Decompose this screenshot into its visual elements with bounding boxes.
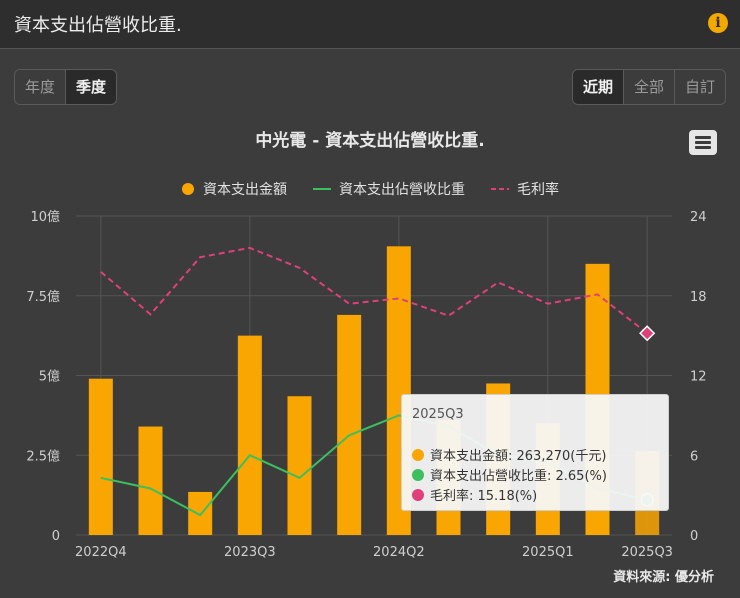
chart-title: 中光電 - 資本支出佔營收比重. bbox=[255, 131, 485, 151]
legend-line-icon bbox=[313, 188, 331, 190]
x-tick-label: 2022Q4 bbox=[75, 545, 127, 560]
chart-menu-icon[interactable] bbox=[689, 130, 717, 155]
legend-label-capex: 資本支出金額 bbox=[203, 182, 287, 198]
page-title: 資本支出佔營收比重. bbox=[14, 15, 182, 36]
x-tick-label: 2023Q3 bbox=[224, 545, 276, 560]
tooltip-row-label: 資本支出金額: 263,270(千元) bbox=[430, 449, 607, 464]
y-tick-label-right: 24 bbox=[690, 210, 707, 225]
hover-marker-margin bbox=[639, 325, 656, 342]
y-tick-label-left: 0 bbox=[52, 529, 60, 544]
tab-all[interactable]: 全部 bbox=[623, 70, 675, 104]
y-tick-label-left: 2.5億 bbox=[26, 448, 60, 464]
legend-dash-icon bbox=[491, 188, 509, 190]
bar bbox=[287, 396, 312, 535]
x-tick-label: 2025Q3 bbox=[621, 545, 673, 560]
tab-annual[interactable]: 年度 bbox=[15, 70, 67, 104]
legend-item-margin[interactable]: 毛利率 bbox=[491, 179, 559, 199]
chart-tooltip: 2025Q3 資本支出金額: 263,270(千元) 資本支出佔營收比重: 2.… bbox=[401, 394, 669, 511]
line-gross-margin bbox=[100, 246, 648, 335]
legend-dot-icon bbox=[182, 183, 194, 195]
data-source: 資料來源: 優分析 bbox=[613, 570, 714, 585]
bar bbox=[337, 314, 362, 535]
y-tick-label-right: 18 bbox=[690, 290, 707, 305]
tooltip-row-label: 資本支出佔營收比重: 2.65(%) bbox=[430, 469, 607, 484]
y-tick-label-left: 7.5億 bbox=[26, 289, 60, 305]
dot-icon bbox=[412, 468, 424, 481]
tooltip-row-label: 毛利率: 15.18(%) bbox=[430, 489, 538, 504]
header-bar: 資本支出佔營收比重. i bbox=[0, 0, 740, 49]
legend-item-capex[interactable]: 資本支出金額 bbox=[181, 179, 287, 199]
tab-quarterly[interactable]: 季度 bbox=[66, 70, 117, 104]
chart-legend: 資本支出金額 資本支出佔營收比重 毛利率 bbox=[0, 179, 740, 199]
x-tick-label: 2024Q2 bbox=[373, 545, 425, 560]
period-toggle: 年度 季度 bbox=[14, 69, 118, 105]
y-tick-label-left: 10億 bbox=[30, 209, 60, 225]
tooltip-row-capex: 資本支出金額: 263,270(千元) bbox=[412, 445, 606, 464]
dot-icon bbox=[412, 448, 424, 461]
dot-icon bbox=[412, 488, 424, 501]
legend-label-ratio: 資本支出佔營收比重 bbox=[339, 182, 465, 198]
bar bbox=[138, 426, 163, 535]
bar bbox=[188, 491, 213, 535]
y-tick-label-right: 12 bbox=[690, 370, 707, 385]
y-tick-label-left: 5億 bbox=[39, 369, 60, 385]
range-toggle: 近期 全部 自訂 bbox=[571, 69, 726, 105]
tooltip-row-ratio: 資本支出佔營收比重: 2.65(%) bbox=[412, 465, 607, 484]
tab-custom[interactable]: 自訂 bbox=[674, 70, 725, 104]
tooltip-title: 2025Q3 bbox=[412, 407, 464, 422]
x-tick-label: 2025Q1 bbox=[522, 545, 574, 560]
y-tick-label-right: 0 bbox=[690, 529, 698, 544]
bar bbox=[88, 378, 113, 535]
legend-item-ratio[interactable]: 資本支出佔營收比重 bbox=[313, 179, 465, 199]
info-icon[interactable]: i bbox=[708, 13, 728, 33]
y-tick-label-right: 6 bbox=[690, 449, 698, 464]
bar bbox=[237, 335, 262, 535]
legend-label-margin: 毛利率 bbox=[517, 182, 559, 198]
tooltip-row-margin: 毛利率: 15.18(%) bbox=[412, 485, 537, 504]
tab-recent[interactable]: 近期 bbox=[572, 70, 624, 104]
